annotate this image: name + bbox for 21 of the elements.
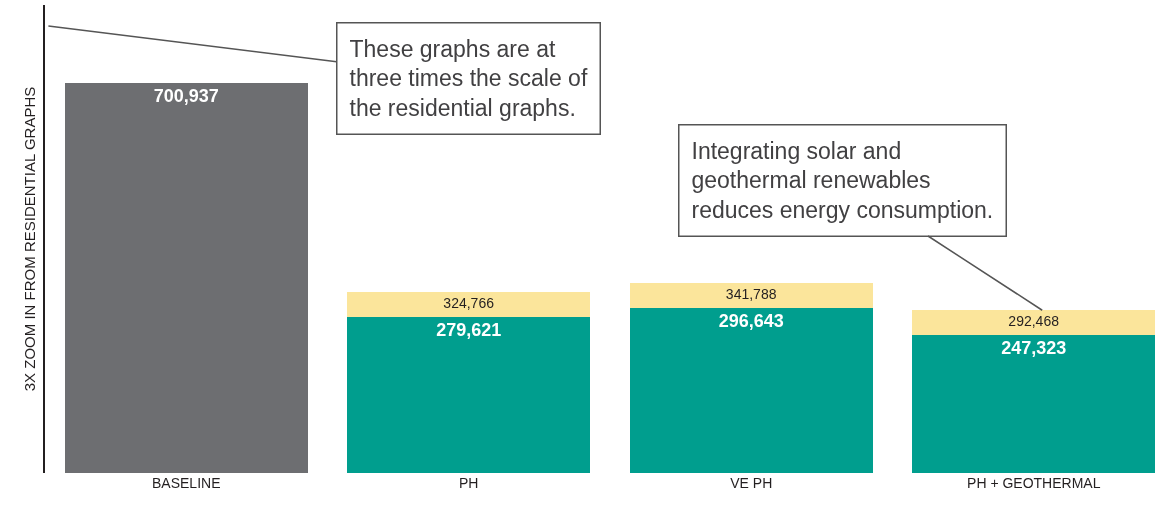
bar	[912, 310, 1156, 336]
annotation: These graphs are at three times the scale of the residential graphs.	[349, 35, 588, 122]
data-label: 296,643	[718, 310, 784, 331]
bar	[629, 282, 873, 308]
data-label: 700,937	[153, 85, 219, 106]
total-label: 341,788	[725, 285, 777, 302]
x-tick-label: BASELINE	[152, 475, 221, 491]
x-tick-label: PH + GEOTHERMAL	[967, 475, 1101, 491]
x-tick-label: PH	[459, 475, 479, 491]
bar	[912, 335, 1156, 473]
bar	[64, 82, 308, 473]
data-label: 279,621	[436, 320, 502, 341]
total-label: 292,468	[1008, 313, 1060, 330]
bar	[347, 292, 591, 318]
total-label: 324,766	[443, 295, 495, 312]
x-tick-label: VE PH	[730, 475, 773, 491]
data-label: 247,323	[1001, 338, 1067, 359]
y-axis-title: 3X ZOOM IN FROM RESIDENTIAL GRAPHS	[21, 86, 38, 392]
bar	[347, 317, 591, 473]
annotation: Integrating solar and geothermal renewables reduces energy consumption.	[691, 137, 994, 224]
bar	[629, 307, 873, 473]
